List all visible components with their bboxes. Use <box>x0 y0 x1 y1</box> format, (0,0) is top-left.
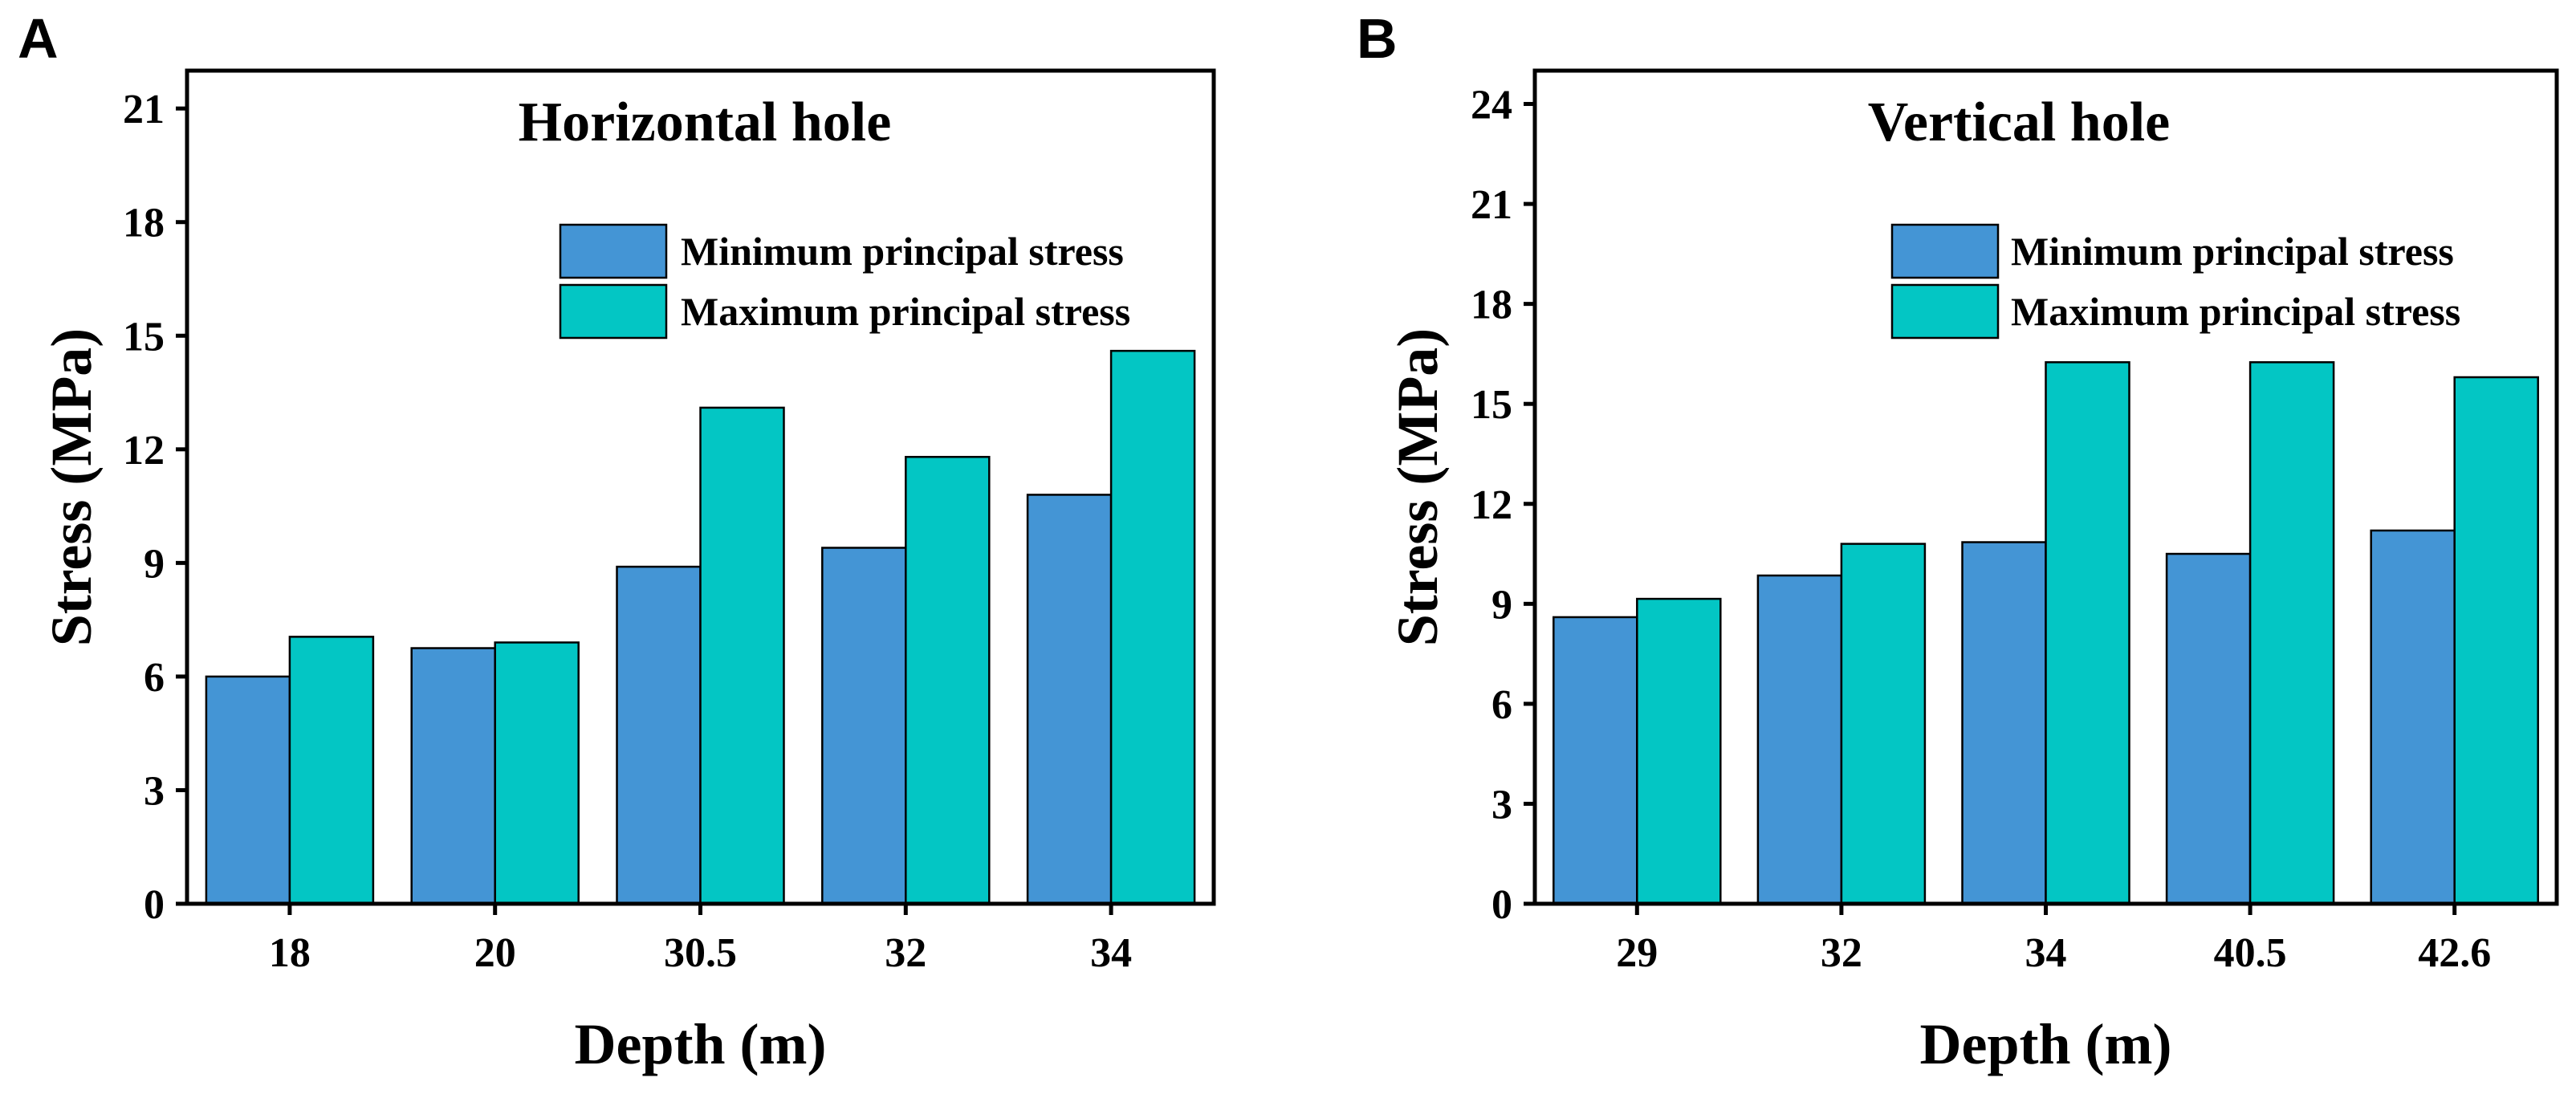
y-tick-label: 21 <box>123 87 165 132</box>
y-tick-label: 12 <box>1471 482 1512 528</box>
bar-maximum-32 <box>1840 543 1927 905</box>
y-tick-label: 12 <box>123 428 165 474</box>
y-tick-label: 15 <box>1471 382 1512 428</box>
y-tick-label: 3 <box>144 768 165 814</box>
bar-maximum-18 <box>288 636 375 905</box>
chart-title: Vertical hole <box>1868 92 2171 153</box>
bar-minimum-18 <box>205 675 291 905</box>
chart-vertical-hole: B Minimum principal stress Maximum princ… <box>1357 7 2559 1076</box>
x-tick-label: 34 <box>1090 930 1132 976</box>
legend-swatch-minimum <box>559 223 668 279</box>
y-tick-label: 9 <box>144 541 165 587</box>
x-tick-label: 32 <box>1821 930 1862 976</box>
bar-minimum-34 <box>1026 494 1113 905</box>
bar-minimum-32 <box>1756 574 1843 905</box>
chart-title: Horizontal hole <box>519 92 892 153</box>
y-tick-label: 18 <box>1471 283 1512 328</box>
bar-minimum-42.6 <box>2370 529 2456 905</box>
bars-group <box>205 349 1196 905</box>
legend: Minimum principal stress Maximum princip… <box>1890 223 2460 340</box>
y-tick-label: 6 <box>1491 682 1512 728</box>
legend-label-minimum: Minimum principal stress <box>2011 229 2454 274</box>
panel-letter: B <box>1357 7 1398 70</box>
x-tick-label: 30.5 <box>664 930 737 976</box>
bar-maximum-34 <box>1109 349 1196 905</box>
y-axis-ticks: 0 3 6 9 12 15 18 21 24 <box>1471 83 1535 928</box>
y-tick-label: 21 <box>1471 182 1512 228</box>
y-axis-title: Stress (MPa) <box>39 328 104 647</box>
y-axis-ticks: 0 3 6 9 12 15 18 21 <box>123 87 187 928</box>
x-tick-label: 40.5 <box>2214 930 2287 976</box>
bar-minimum-20 <box>410 647 496 905</box>
bars-group <box>1553 361 2539 905</box>
x-tick-label: 42.6 <box>2418 930 2491 976</box>
y-tick-label: 3 <box>1491 782 1512 828</box>
bar-minimum-29 <box>1553 616 1638 905</box>
x-tick-label: 20 <box>474 930 516 976</box>
y-tick-label: 24 <box>1471 83 1512 128</box>
y-tick-label: 15 <box>123 314 165 360</box>
bar-minimum-32 <box>821 547 907 905</box>
y-tick-label: 6 <box>144 655 165 701</box>
x-axis-title: Depth (m) <box>575 1012 827 1076</box>
y-axis-title: Stress (MPa) <box>1386 328 1450 647</box>
x-tick-label: 32 <box>885 930 926 976</box>
bar-minimum-34 <box>1961 541 2047 905</box>
panel-letter: A <box>18 7 59 70</box>
bar-minimum-30.5 <box>616 565 702 905</box>
x-axis-ticks: 18 20 30.5 32 34 <box>269 904 1132 976</box>
x-tick-label: 29 <box>1616 930 1658 976</box>
x-tick-label: 34 <box>2025 930 2067 976</box>
legend-label-maximum: Maximum principal stress <box>2011 289 2460 334</box>
chart-horizontal-hole: A Minimum principal stress Maximum princ… <box>18 7 1216 1076</box>
legend-label-minimum: Minimum principal stress <box>681 229 1124 274</box>
x-axis-ticks: 29 32 34 40.5 42.6 <box>1616 904 2491 976</box>
legend-swatch-maximum <box>1890 283 2000 340</box>
bar-maximum-30.5 <box>699 406 785 905</box>
legend-swatch-minimum <box>1890 223 2000 279</box>
bar-maximum-34 <box>2045 361 2130 905</box>
y-tick-label: 0 <box>1491 882 1512 928</box>
legend-label-maximum: Maximum principal stress <box>681 289 1130 334</box>
x-tick-label: 18 <box>269 930 311 976</box>
legend: Minimum principal stress Maximum princip… <box>559 223 1130 340</box>
legend-swatch-maximum <box>559 283 668 340</box>
bar-minimum-40.5 <box>2165 552 2252 905</box>
y-tick-label: 18 <box>123 201 165 246</box>
y-tick-label: 9 <box>1491 582 1512 628</box>
x-axis-title: Depth (m) <box>1920 1012 2172 1076</box>
y-tick-label: 0 <box>144 882 165 928</box>
bar-maximum-20 <box>494 641 580 905</box>
bar-maximum-42.6 <box>2453 376 2539 905</box>
bar-maximum-32 <box>905 456 991 905</box>
bar-maximum-29 <box>1636 597 1722 905</box>
bar-maximum-40.5 <box>2248 361 2335 905</box>
